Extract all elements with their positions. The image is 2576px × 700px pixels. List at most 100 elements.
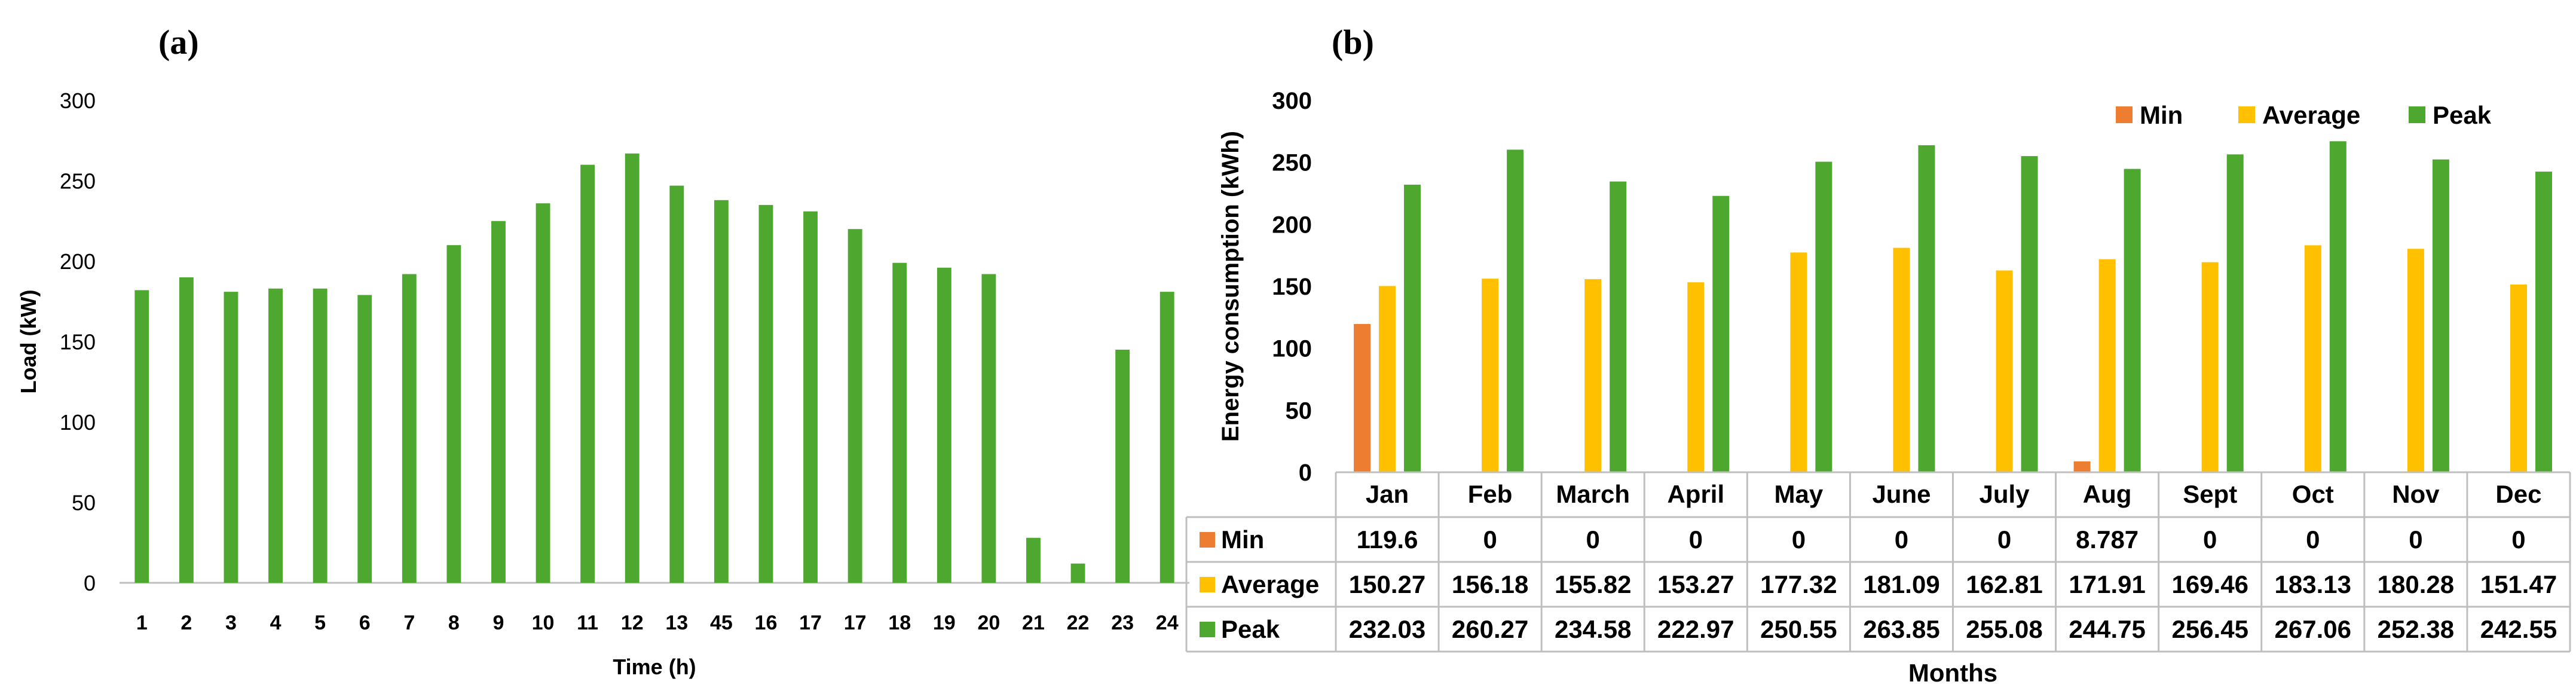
- month-label: Oct: [2292, 480, 2334, 508]
- bar-load-21: [1026, 537, 1041, 583]
- bar-average-oct: [2304, 245, 2321, 472]
- x-tick-label: 3: [225, 612, 237, 634]
- month-label: Dec: [2495, 480, 2541, 508]
- month-label: June: [1872, 480, 1931, 508]
- data-label: 0: [1895, 525, 1908, 554]
- x-tick-label: 9: [492, 612, 504, 634]
- bar-average-nov: [2407, 249, 2424, 472]
- table-row-label: Min: [1221, 525, 1264, 554]
- data-label: 255.08: [1966, 615, 2042, 643]
- bar-peak-june: [1918, 145, 1935, 473]
- bar-average-dec: [2510, 284, 2527, 472]
- table-row-label: Average: [1221, 570, 1319, 598]
- bar-load-2: [179, 277, 194, 583]
- x-tick-label: 23: [1111, 612, 1134, 634]
- bar-load-3: [224, 292, 238, 583]
- bar-load-5: [313, 288, 328, 583]
- panel-b-label: (b): [1332, 23, 1374, 62]
- bar-load-9: [491, 221, 506, 583]
- month-label: April: [1667, 480, 1724, 508]
- x-tick-label: 2: [180, 612, 192, 634]
- x-tick-label: 22: [1067, 612, 1090, 634]
- bar-peak-oct: [2329, 141, 2346, 472]
- data-label: 0: [1997, 525, 2011, 554]
- bar-load-8: [446, 245, 461, 583]
- data-label: 232.03: [1349, 615, 1425, 643]
- y-tick-label: 50: [1286, 398, 1313, 424]
- data-label: 169.46: [2171, 570, 2248, 598]
- y-tick-label: 250: [1272, 150, 1312, 176]
- bar-load-22: [1070, 563, 1085, 583]
- bar-average-july: [1996, 270, 2013, 472]
- y-tick-label: 200: [60, 249, 96, 274]
- bar-average-june: [1893, 247, 1910, 472]
- bar-peak-july: [2021, 156, 2038, 472]
- bar-peak-feb: [1507, 149, 1524, 472]
- bar-load-18: [892, 262, 907, 583]
- x-tick-label: 8: [448, 612, 460, 634]
- data-label: 260.27: [1452, 615, 1528, 643]
- y-tick-label: 200: [1272, 212, 1312, 238]
- x-tick-label: 18: [888, 612, 911, 634]
- bar-average-sept: [2201, 262, 2219, 472]
- bar-load-17: [848, 229, 862, 583]
- bar-load-1: [134, 290, 149, 583]
- bar-peak-april: [1712, 195, 1730, 472]
- data-label: 119.6: [1357, 525, 1418, 554]
- bar-average-april: [1687, 282, 1705, 472]
- y-axis-title: Energy consumption (kWh): [1217, 131, 1244, 442]
- bar-peak-jan: [1404, 184, 1421, 472]
- bar-load-12: [625, 153, 640, 583]
- y-tick-label: 150: [60, 330, 96, 354]
- x-tick-label: 13: [665, 612, 688, 634]
- legend-key-average: [2238, 106, 2255, 123]
- x-tick-label: 11: [577, 612, 598, 634]
- data-label: 150.27: [1349, 570, 1425, 598]
- bar-peak-dec: [2535, 172, 2552, 472]
- bar-average-march: [1584, 279, 1602, 472]
- legend-label: Peak: [2433, 101, 2492, 129]
- y-tick-label: 300: [60, 88, 96, 113]
- data-label: 177.32: [1760, 570, 1837, 598]
- y-tick-label: 0: [84, 571, 96, 595]
- month-label: Sept: [2183, 480, 2237, 508]
- month-label: Jan: [1366, 480, 1409, 508]
- month-label: May: [1775, 480, 1824, 508]
- bar-peak-sept: [2226, 154, 2244, 472]
- x-tick-label: 12: [621, 612, 644, 634]
- bar-load-6: [357, 295, 372, 583]
- data-label: 0: [2409, 525, 2422, 554]
- month-label: Nov: [2392, 480, 2440, 508]
- table-legend-key-peak: [1200, 622, 1215, 637]
- table-legend-key-average: [1200, 577, 1215, 592]
- x-tick-label: 16: [755, 612, 778, 634]
- x-tick-label: 7: [403, 612, 415, 634]
- bar-average-jan: [1379, 286, 1396, 472]
- data-label: 156.18: [1452, 570, 1528, 598]
- bar-average-aug: [2098, 259, 2116, 472]
- x-axis-title: Time (h): [613, 655, 696, 679]
- data-label: 183.13: [2275, 570, 2351, 598]
- data-label: 153.27: [1657, 570, 1734, 598]
- month-label: July: [1980, 480, 2030, 508]
- table-row-label: Peak: [1221, 615, 1280, 643]
- data-label: 181.09: [1863, 570, 1939, 598]
- data-label: 0: [1586, 525, 1600, 554]
- bar-load-14: [714, 200, 729, 583]
- x-tick-label: 17: [799, 612, 822, 634]
- data-label: 0: [2511, 525, 2525, 554]
- legend-key-peak: [2409, 106, 2425, 123]
- month-label: Feb: [1468, 480, 1513, 508]
- bar-load-20: [981, 274, 996, 583]
- bar-load-23: [1115, 349, 1130, 583]
- data-label: 151.47: [2480, 570, 2557, 598]
- bar-peak-may: [1815, 161, 1832, 472]
- bar-load-4: [268, 288, 283, 583]
- x-tick-label: 10: [532, 612, 555, 634]
- y-tick-label: 150: [1272, 274, 1312, 300]
- x-tick-label: 21: [1022, 612, 1045, 634]
- data-label: 162.81: [1966, 570, 2042, 598]
- bar-load-19: [937, 267, 952, 583]
- data-label: 155.82: [1555, 570, 1631, 598]
